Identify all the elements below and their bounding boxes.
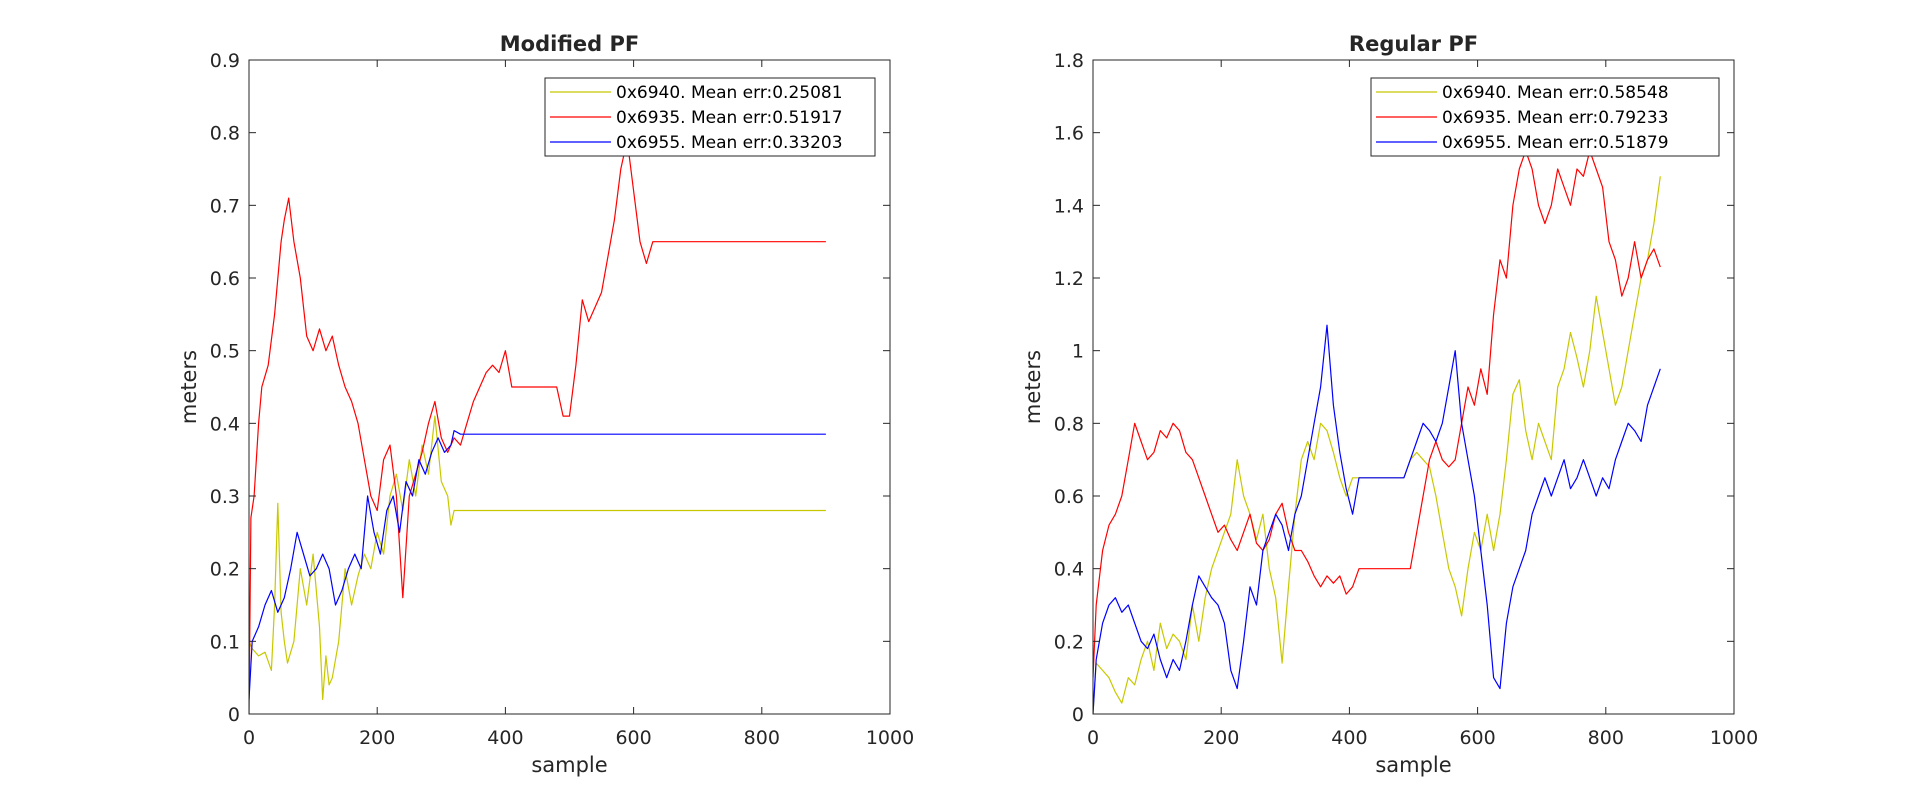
y-tick-label: 1.6 <box>1054 123 1084 145</box>
x-tick-label: 1000 <box>866 727 914 749</box>
x-tick-label: 600 <box>1459 727 1495 749</box>
legend-entry-label: 0x6935. Mean err:0.79233 <box>1442 108 1669 128</box>
regular-pf-chart: 0 200 400 600 800 1000 0 0.2 0.4 0.6 0.8 1 1.2 1.4 1.6… <box>1021 32 1758 777</box>
legend-entry-label: 0x6935. Mean err:0.51917 <box>616 108 843 128</box>
x-axis-label: sample <box>1375 753 1451 777</box>
y-tick-label: 0.4 <box>210 413 240 435</box>
chart-title: Regular PF <box>1349 32 1478 56</box>
x-tick-label: 200 <box>1203 727 1239 749</box>
y-tick-label: 0.2 <box>210 559 240 581</box>
x-tick-label: 0 <box>1087 727 1099 749</box>
x-tick-label: 600 <box>615 727 651 749</box>
modified-pf-chart: 0 200 400 600 800 1000 0 0.1 0.2 0.3 0.4 0.5 0.6 0.7 0… <box>177 32 914 777</box>
legend: 0x6940. Mean err:0.25081 0x6935. Mean err… <box>544 77 876 157</box>
y-tick-label: 1.4 <box>1054 195 1084 217</box>
legend-entry-label: 0x6955. Mean err:0.51879 <box>1442 133 1669 153</box>
y-tick-label: 1 <box>1072 341 1084 363</box>
x-tick-label: 1000 <box>1710 727 1758 749</box>
y-tick-label: 0.3 <box>210 486 240 508</box>
y-tick-label: 0.4 <box>1054 559 1084 581</box>
y-axis-label: meters <box>177 350 201 424</box>
series-line-0x6955 <box>249 430 826 700</box>
series-line-0x6955 <box>1093 324 1661 714</box>
chart-title: Modified PF <box>500 32 639 56</box>
y-tick-label: 0.1 <box>210 631 240 653</box>
x-tick-label: 200 <box>359 727 395 749</box>
y-tick-label: 0 <box>1072 704 1084 726</box>
plot-area <box>249 60 890 714</box>
legend-entry-label: 0x6940. Mean err:0.25081 <box>616 83 843 103</box>
y-tick-label: 0.5 <box>210 341 240 363</box>
y-tick-label: 0.6 <box>1054 486 1084 508</box>
y-tick-label: 1.2 <box>1054 268 1084 290</box>
legend: 0x6940. Mean err:0.58548 0x6935. Mean err… <box>1370 77 1720 157</box>
series-line-0x6940 <box>249 415 826 701</box>
y-tick-label: 0.6 <box>210 268 240 290</box>
x-axis-label: sample <box>531 753 607 777</box>
series-lines <box>1093 150 1661 714</box>
y-tick-label: 0.9 <box>210 50 240 72</box>
series-line-0x6940 <box>1093 176 1661 714</box>
x-tick-label: 800 <box>744 727 780 749</box>
y-tick-label: 0.8 <box>210 123 240 145</box>
y-tick-label: 0 <box>228 704 240 726</box>
x-tick-label: 0 <box>243 727 255 749</box>
plot-area <box>1093 60 1734 714</box>
legend-entry-label: 0x6940. Mean err:0.58548 <box>1442 83 1669 103</box>
series-lines <box>249 139 826 714</box>
axes-box <box>248 59 891 715</box>
y-axis-label: meters <box>1021 350 1045 424</box>
series-line-0x6935 <box>1093 150 1661 678</box>
y-tick-label: 0.7 <box>210 195 240 217</box>
series-line-0x6935 <box>249 139 826 714</box>
y-tick-label: 1.8 <box>1054 50 1084 72</box>
x-tick-label: 400 <box>487 727 523 749</box>
y-tick-label: 0.8 <box>1054 413 1084 435</box>
axes-box <box>1092 59 1735 715</box>
y-tick-label: 0.2 <box>1054 631 1084 653</box>
x-tick-label: 800 <box>1588 727 1624 749</box>
x-tick-label: 400 <box>1331 727 1367 749</box>
legend-entry-label: 0x6955. Mean err:0.33203 <box>616 133 843 153</box>
